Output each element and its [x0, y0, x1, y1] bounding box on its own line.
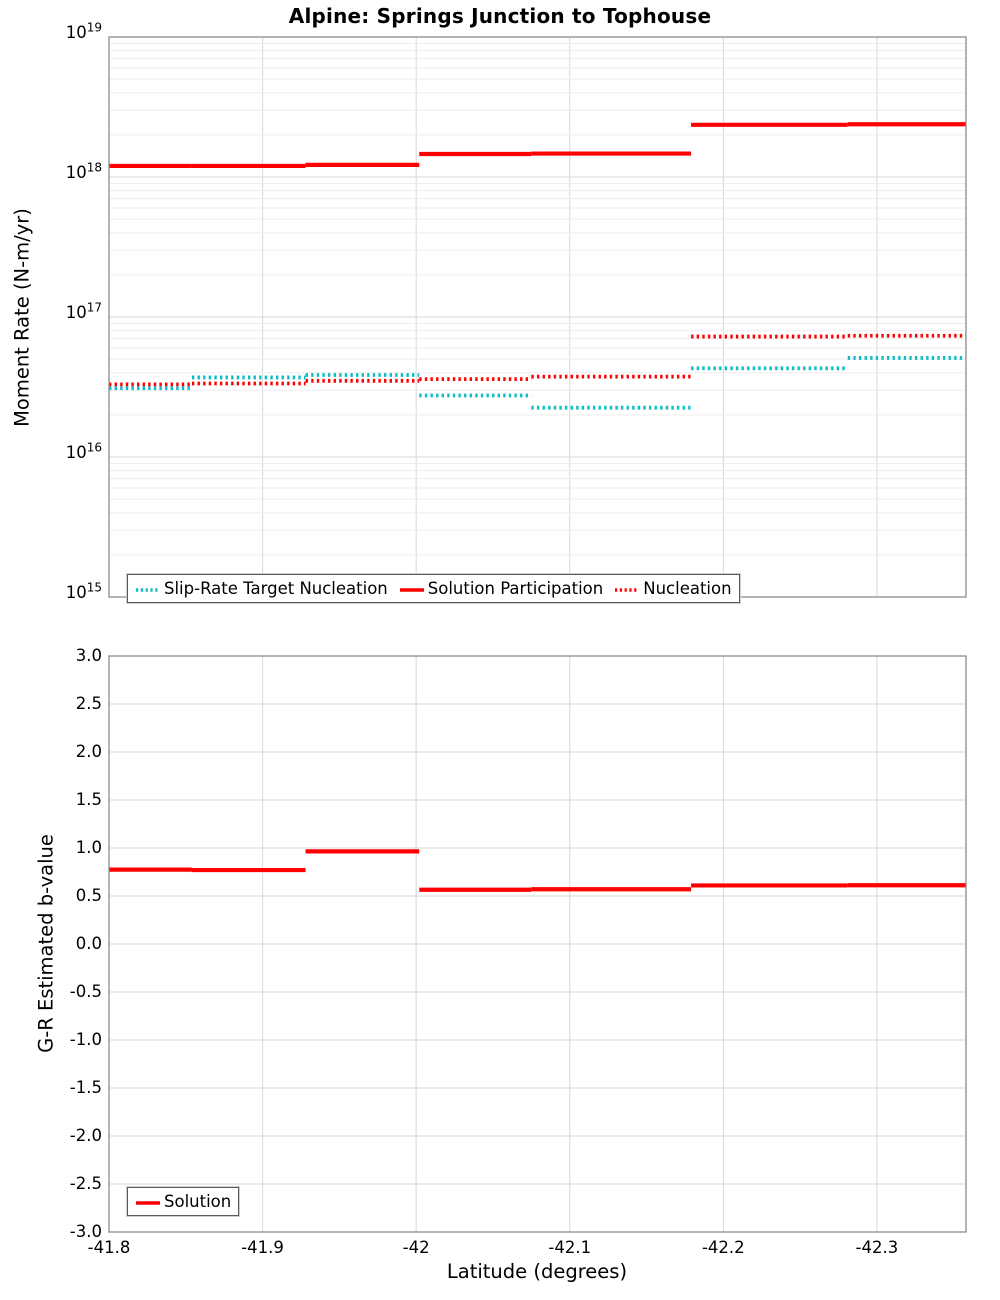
- legend-item: Nucleation: [614, 579, 732, 598]
- y-tick-exponent: 17: [86, 300, 102, 315]
- top-y-tick-label: 1017: [65, 300, 102, 323]
- top-y-tick-label: 1019: [65, 20, 102, 43]
- top-y-tick-label: 1016: [65, 440, 102, 463]
- legend-label: Nucleation: [643, 579, 732, 598]
- legend-label: Slip-Rate Target Nucleation: [164, 579, 388, 598]
- x-tick-label: -41.8: [87, 1238, 131, 1257]
- bottom-y-tick-label: 1.0: [75, 838, 102, 857]
- bottom-legend: Solution: [127, 1187, 240, 1216]
- x-tick-label: -42.3: [855, 1238, 899, 1257]
- bottom-y-tick-label: -2.0: [69, 1126, 102, 1145]
- top-y-tick-label: 1015: [65, 580, 102, 603]
- x-axis-label: Latitude (degrees): [446, 1260, 628, 1283]
- dotted-line-swatch-icon: [136, 587, 160, 592]
- bottom-y-tick-label: -2.5: [69, 1174, 102, 1193]
- bottom-y-tick-label: 0.0: [75, 934, 102, 953]
- x-tick-label: -42.1: [548, 1238, 592, 1257]
- x-tick-label: -42: [402, 1238, 430, 1257]
- y-tick-exponent: 18: [86, 160, 102, 175]
- top-legend: Slip-Rate Target Nucleation Solution Part…: [127, 574, 740, 603]
- page-title: Alpine: Springs Junction to Tophouse: [288, 4, 712, 28]
- solid-line-swatch-icon: [136, 1200, 160, 1205]
- x-tick-label: -42.2: [701, 1238, 745, 1257]
- y-tick-exponent: 15: [86, 580, 102, 595]
- dotted-line-swatch-icon: [615, 587, 640, 592]
- legend-label: Solution Participation: [427, 579, 604, 598]
- solid-line-swatch-icon: [399, 587, 424, 592]
- legend-item: Slip-Rate Target Nucleation: [135, 579, 388, 598]
- bottom-y-tick-label: 2.0: [75, 742, 102, 761]
- legend-item: Solution: [135, 1192, 231, 1211]
- bottom-y-tick-label: 2.5: [75, 694, 102, 713]
- bottom-y-tick-label: 3.0: [75, 646, 102, 665]
- x-tick-label: -41.9: [241, 1238, 284, 1257]
- bottom-y-tick-label: -1.0: [69, 1030, 102, 1049]
- bottom-y-tick-label: -3.0: [69, 1222, 102, 1241]
- legend-item: Solution Participation: [399, 579, 603, 598]
- y-tick-exponent: 16: [86, 440, 102, 455]
- y-tick-exponent: 19: [86, 20, 102, 35]
- top-y-tick-label: 1018: [65, 160, 102, 183]
- bottom-y-tick-label: -1.5: [69, 1078, 102, 1097]
- legend-label: Solution: [164, 1192, 232, 1211]
- bottom-y-tick-label: 0.5: [75, 886, 102, 905]
- bottom-y-tick-label: -0.5: [69, 982, 102, 1001]
- bottom-plot-frame: [108, 655, 967, 1233]
- top-y-axis-label: Moment Rate (N-m/yr): [10, 208, 34, 427]
- bottom-y-tick-label: 1.5: [75, 790, 102, 809]
